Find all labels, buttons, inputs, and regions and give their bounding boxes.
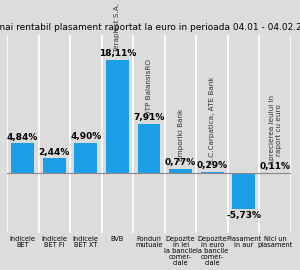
Text: 4,84%: 4,84%: [7, 133, 38, 142]
Bar: [232, 173, 255, 210]
Bar: [138, 124, 161, 173]
Text: -5,73%: -5,73%: [226, 211, 261, 220]
Bar: [43, 158, 66, 173]
Text: 0,29%: 0,29%: [196, 161, 228, 170]
Text: Emporiki Bank: Emporiki Bank: [178, 109, 184, 161]
Bar: [106, 60, 129, 173]
Text: Teraplast S.A.: Teraplast S.A.: [114, 3, 120, 52]
Bar: [169, 168, 192, 173]
Title: Cel mai rentabil plasament raportat la euro in perioada 04.01 - 04.02.2011: Cel mai rentabil plasament raportat la e…: [0, 23, 300, 32]
Text: 4,90%: 4,90%: [70, 132, 101, 141]
Text: 2,44%: 2,44%: [39, 148, 70, 157]
Text: 18,11%: 18,11%: [99, 49, 136, 58]
Bar: [201, 172, 224, 173]
Text: 0,77%: 0,77%: [165, 158, 196, 167]
Text: 7,91%: 7,91%: [133, 113, 165, 123]
Text: 0,11%: 0,11%: [260, 163, 291, 171]
Bar: [11, 143, 34, 173]
Text: OTP BalansisRO: OTP BalansisRO: [146, 59, 152, 116]
Text: B.C.Carpatica, ATE Bank: B.C.Carpatica, ATE Bank: [209, 77, 215, 164]
Bar: [74, 143, 97, 173]
Text: Aprecierea leului in
raport cu euro: Aprecierea leului in raport cu euro: [269, 95, 282, 165]
